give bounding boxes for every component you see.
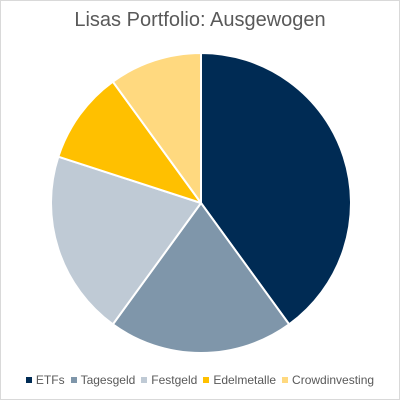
legend-item-edelmetalle: Edelmetalle — [203, 373, 276, 387]
legend-label: Crowdinvesting — [292, 373, 375, 387]
legend-label: Edelmetalle — [213, 373, 277, 387]
legend-swatch — [141, 377, 148, 383]
legend-item-crowdinvesting: Crowdinvesting — [282, 373, 374, 387]
legend-swatch — [203, 377, 210, 383]
legend-label: Festgeld — [151, 373, 198, 387]
legend-label: ETFs — [35, 373, 65, 387]
legend-swatch — [70, 377, 77, 383]
legend-item-festgeld: Festgeld — [141, 373, 197, 387]
legend-swatch — [25, 377, 32, 383]
pie-slice-tagesgeld — [111, 202, 291, 354]
legend-item-etfs: ETFs — [25, 373, 65, 387]
pie-slice-edelmetalle — [57, 80, 202, 204]
pie-slice-crowdinvesting — [111, 52, 202, 204]
legend-swatch — [282, 377, 289, 383]
chart-title: Lisas Portfolio: Ausgewogen — [74, 9, 326, 31]
legend-item-tagesgeld: Tagesgeld — [70, 373, 136, 387]
pie-slice-etfs — [200, 52, 352, 326]
pie-slice-festgeld — [50, 155, 202, 326]
legend-label: Tagesgeld — [80, 373, 136, 387]
chart-legend: ETFs Tagesgeld Festgeld Edelmetalle Crowdinv… — [1, 373, 399, 387]
